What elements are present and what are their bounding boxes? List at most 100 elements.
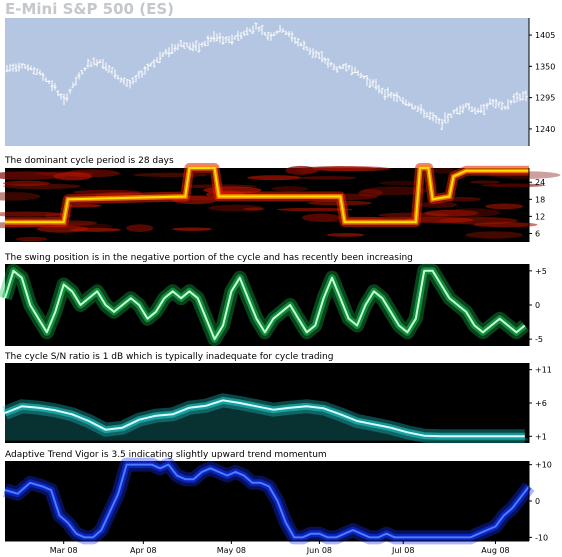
price-bar xyxy=(110,67,114,75)
snr-tick-label: +6 xyxy=(535,399,547,408)
price-bar xyxy=(518,93,522,102)
vigor-tick-label: -10 xyxy=(535,533,548,542)
price-bar xyxy=(35,68,39,75)
snr-chart: +11 +6 +1 xyxy=(2,363,552,444)
price-bar xyxy=(143,66,147,75)
price-bar xyxy=(197,42,201,53)
price-bar xyxy=(137,70,141,79)
price-bar xyxy=(29,65,33,71)
price-bar xyxy=(329,61,333,67)
price-bar xyxy=(305,46,309,51)
price-bar xyxy=(479,104,483,114)
price-panel: 1405 1350 1295 1240 xyxy=(5,18,555,146)
heat-cell xyxy=(247,175,302,181)
price-bar xyxy=(233,35,237,40)
price-bar xyxy=(290,31,294,42)
price-bar xyxy=(260,24,264,36)
price-bar xyxy=(431,112,435,122)
swing-line xyxy=(4,269,526,341)
price-bar xyxy=(401,96,405,105)
x-axis-labels: Mar 08 Apr 08 May 08 Jun 08 Jul 08 Aug 08 xyxy=(5,540,529,555)
price-bar xyxy=(422,109,426,118)
price-bar xyxy=(53,83,57,91)
price-bar xyxy=(191,42,195,52)
price-bar xyxy=(341,63,345,70)
price-bar xyxy=(314,50,318,58)
price-bar xyxy=(47,80,51,85)
price-tick-label: 1350 xyxy=(535,62,555,71)
price-bar xyxy=(104,62,108,71)
x-tick-label: Apr 08 xyxy=(130,546,157,555)
price-bar xyxy=(494,98,498,109)
vigor-tick-label: 0 xyxy=(535,497,540,506)
price-bar xyxy=(359,72,363,78)
price-bar xyxy=(302,40,306,51)
price-bar xyxy=(311,48,315,58)
heat-cell xyxy=(271,186,309,192)
price-bar xyxy=(122,77,126,85)
price-bar xyxy=(161,52,165,58)
price-bar xyxy=(41,72,45,81)
price-bar xyxy=(236,30,240,41)
price-bar xyxy=(281,28,285,33)
price-bar xyxy=(188,42,192,51)
price-bar xyxy=(515,91,519,103)
heat-cell xyxy=(473,222,538,228)
swing-caption: The swing position is in the negative po… xyxy=(5,253,413,263)
price-bar xyxy=(32,66,36,75)
price-bar xyxy=(374,78,378,90)
heat-cell xyxy=(378,180,424,186)
price-bar xyxy=(377,84,381,94)
price-bar xyxy=(371,79,375,87)
x-tick-label: Jun 08 xyxy=(306,546,332,555)
price-bar xyxy=(173,44,177,52)
heat-cell xyxy=(469,180,501,184)
page-title: E-Mini S&P 500 (ES) xyxy=(5,0,174,18)
price-bar xyxy=(11,63,15,72)
price-bar xyxy=(242,30,246,36)
cycle-period-line xyxy=(5,167,529,224)
heat-cell xyxy=(418,201,458,208)
heat-cell xyxy=(424,209,479,217)
price-bar xyxy=(218,32,222,43)
price-bar xyxy=(185,42,189,48)
price-bar xyxy=(392,93,396,102)
price-bar xyxy=(92,57,96,66)
price-bar xyxy=(404,99,408,106)
price-bar xyxy=(299,42,303,47)
vigor-line xyxy=(4,463,530,539)
price-bar xyxy=(95,59,99,67)
swing-chart: +5 0 -5 xyxy=(0,263,547,347)
price-bar xyxy=(398,96,402,101)
price-bar xyxy=(365,74,369,86)
snr-caption: The cycle S/N ratio is 1 dB which is typ… xyxy=(5,352,334,362)
heat-cell xyxy=(300,176,357,180)
price-bar xyxy=(5,64,9,73)
price-bar xyxy=(26,64,30,71)
price-bar xyxy=(176,43,180,50)
heat-cell xyxy=(15,236,48,242)
price-bar xyxy=(503,105,507,110)
heat-cell xyxy=(53,172,92,181)
cycle-tick-label: 12 xyxy=(535,212,545,221)
x-tick-label: Jul 08 xyxy=(391,546,414,555)
price-bar xyxy=(74,76,78,86)
price-bar xyxy=(524,90,528,102)
price-bar xyxy=(206,35,210,47)
price-bar xyxy=(320,51,324,63)
price-bar xyxy=(317,51,321,59)
price-bar xyxy=(131,77,135,85)
price-bar xyxy=(209,36,213,42)
price-bar xyxy=(275,30,279,35)
price-bar xyxy=(152,59,156,68)
price-bar xyxy=(257,26,261,32)
heat-cell xyxy=(0,192,41,201)
price-bar xyxy=(458,105,462,115)
heat-cell xyxy=(126,224,154,232)
heat-cell xyxy=(0,211,66,217)
price-bar xyxy=(368,78,372,89)
price-bar xyxy=(125,78,129,87)
price-bar xyxy=(512,93,516,104)
price-bar xyxy=(80,70,84,75)
heat-cell xyxy=(36,225,89,233)
